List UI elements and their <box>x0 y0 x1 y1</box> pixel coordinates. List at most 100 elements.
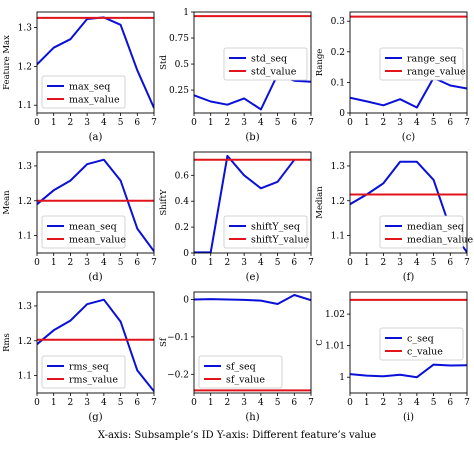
x-tick-label: 1 <box>364 258 370 268</box>
series-line-range_seq <box>350 76 467 109</box>
x-tick-label: 0 <box>347 258 353 268</box>
x-tick-label: 1 <box>208 398 214 408</box>
panel-i: 0 1 2 3 4 5 6 7 1 1.01 1.02 C (i) c_seq c_value <box>315 291 470 423</box>
legend-label: sf_seq <box>226 362 256 373</box>
x-tick-label: 1 <box>51 118 57 128</box>
x-tick-label: 1 <box>364 118 370 128</box>
plot-frame <box>193 151 312 254</box>
legend-label: mean_seq <box>69 222 117 233</box>
y-axis-label: Std <box>159 55 169 70</box>
y-tick-label: 0.2 <box>331 48 345 58</box>
series-line-c_seq <box>350 363 467 379</box>
legend-label: mean_value <box>69 235 126 246</box>
x-tick-label: 0 <box>34 258 40 268</box>
legend: std_seq std_value <box>223 47 308 81</box>
x-tick-label: 2 <box>381 258 387 268</box>
y-tick-label: 1.1 <box>18 372 32 382</box>
x-tick-label: 2 <box>381 398 387 408</box>
y-tick-label: 0.4 <box>175 197 190 207</box>
x-tick-label: 6 <box>134 398 140 408</box>
y-tick-label: 1.3 <box>18 162 33 172</box>
plot-frame <box>36 151 155 254</box>
plot-frame <box>36 291 155 394</box>
x-tick-label: 1 <box>364 398 370 408</box>
y-tick-label: 0.6 <box>175 171 190 181</box>
panel-caption: (i) <box>403 412 414 423</box>
y-tick-label: 0.2 <box>175 223 189 233</box>
x-tick-label: 3 <box>397 258 403 268</box>
y-tick-label: −0.2 <box>167 370 189 380</box>
y-tick-label: 1.2 <box>18 197 32 207</box>
panel-caption: (c) <box>402 132 416 143</box>
y-tick-label: 1.2 <box>18 337 32 347</box>
panel-c: 0 1 2 3 4 5 6 7 0 0.1 0.2 0.3 Range (c) range_seqrange… <box>315 11 470 143</box>
panel-d: 0 1 2 3 4 5 6 7 1.1 1.2 1.3 Mean (d) mean_seq mean_val… <box>2 151 157 283</box>
panel-caption: (b) <box>245 132 259 143</box>
panel-g: 0 1 2 3 4 5 6 7 1.1 1.2 1.3 Rms (g) rms_seq rms_value <box>2 291 157 423</box>
plot-frame <box>36 11 155 114</box>
x-tick-label: 6 <box>291 258 297 268</box>
legend-label: shiftY_seq <box>251 222 300 233</box>
x-tick-label: 0 <box>191 118 197 128</box>
panel-caption: (g) <box>88 412 102 423</box>
y-axis-label: Rms <box>2 333 12 352</box>
x-tick-label: 6 <box>291 118 297 128</box>
x-tick-label: 2 <box>68 118 74 128</box>
y-tick-label: 1.2 <box>331 197 345 207</box>
y-tick-label: 1 <box>183 8 189 18</box>
legend: range_seq range_value <box>379 47 466 81</box>
panel-b: 0 1 2 3 4 5 6 7 0.25 0.5 0.75 1 Std (b) std_seq std_val… <box>159 8 314 143</box>
x-tick-label: 3 <box>241 118 247 128</box>
x-tick-label: 7 <box>151 118 157 128</box>
plot-frame <box>349 151 468 254</box>
series-line-sf_seq <box>194 294 311 305</box>
y-tick-label: 1.3 <box>18 302 33 312</box>
y-axis-label: C <box>315 339 325 346</box>
legend-label: c_seq <box>407 334 434 345</box>
y-tick-label: 0.3 <box>331 17 346 27</box>
y-tick-label: 1.02 <box>325 310 345 320</box>
x-tick-label: 2 <box>68 398 74 408</box>
x-tick-label: 0 <box>191 398 197 408</box>
x-tick-label: 1 <box>208 258 214 268</box>
y-tick-label: 1.1 <box>331 232 345 242</box>
x-tick-label: 4 <box>101 118 107 128</box>
x-tick-label: 2 <box>225 398 231 408</box>
series-line-rms_seq <box>37 298 154 392</box>
x-tick-label: 3 <box>84 398 90 408</box>
x-tick-label: 4 <box>101 258 107 268</box>
y-axis-label: Mean <box>2 190 12 215</box>
x-tick-label: 5 <box>118 398 124 408</box>
panel-caption: (h) <box>245 412 259 423</box>
x-tick-label: 4 <box>258 258 264 268</box>
x-tick-label: 2 <box>225 258 231 268</box>
x-tick-label: 7 <box>151 258 157 268</box>
x-tick-label: 5 <box>275 398 281 408</box>
y-tick-label: 0.25 <box>169 86 189 96</box>
x-tick-label: 0 <box>34 398 40 408</box>
legend: max_seq max_value <box>41 75 126 109</box>
x-tick-label: 7 <box>308 398 314 408</box>
x-tick-label: 4 <box>414 398 420 408</box>
legend: rms_seq rms_value <box>41 355 126 389</box>
x-tick-label: 6 <box>447 118 453 128</box>
figure-footer-caption: X-axis: Subsample’s ID Y-axis: Different… <box>97 430 377 441</box>
x-tick-label: 5 <box>431 258 437 268</box>
panel-e: 0 1 2 3 4 5 6 7 0 0.2 0.4 0.6 ShiftY (e) shiftY_seqshi… <box>159 151 314 283</box>
plot-frame <box>349 11 468 114</box>
x-tick-label: 0 <box>34 118 40 128</box>
x-tick-label: 4 <box>101 398 107 408</box>
legend-label: median_seq <box>407 222 464 233</box>
legend-label: median_value <box>407 235 473 246</box>
panel-caption: (e) <box>246 272 260 283</box>
x-tick-label: 3 <box>241 398 247 408</box>
plot-frame <box>349 291 468 394</box>
plot-frame <box>193 291 312 394</box>
series-line-shiftY_seq <box>194 154 296 253</box>
x-tick-label: 4 <box>414 258 420 268</box>
plot-frame <box>193 11 312 114</box>
y-tick-label: 0 <box>339 109 345 119</box>
x-tick-label: 1 <box>51 258 57 268</box>
legend-label: rms_seq <box>69 362 109 373</box>
